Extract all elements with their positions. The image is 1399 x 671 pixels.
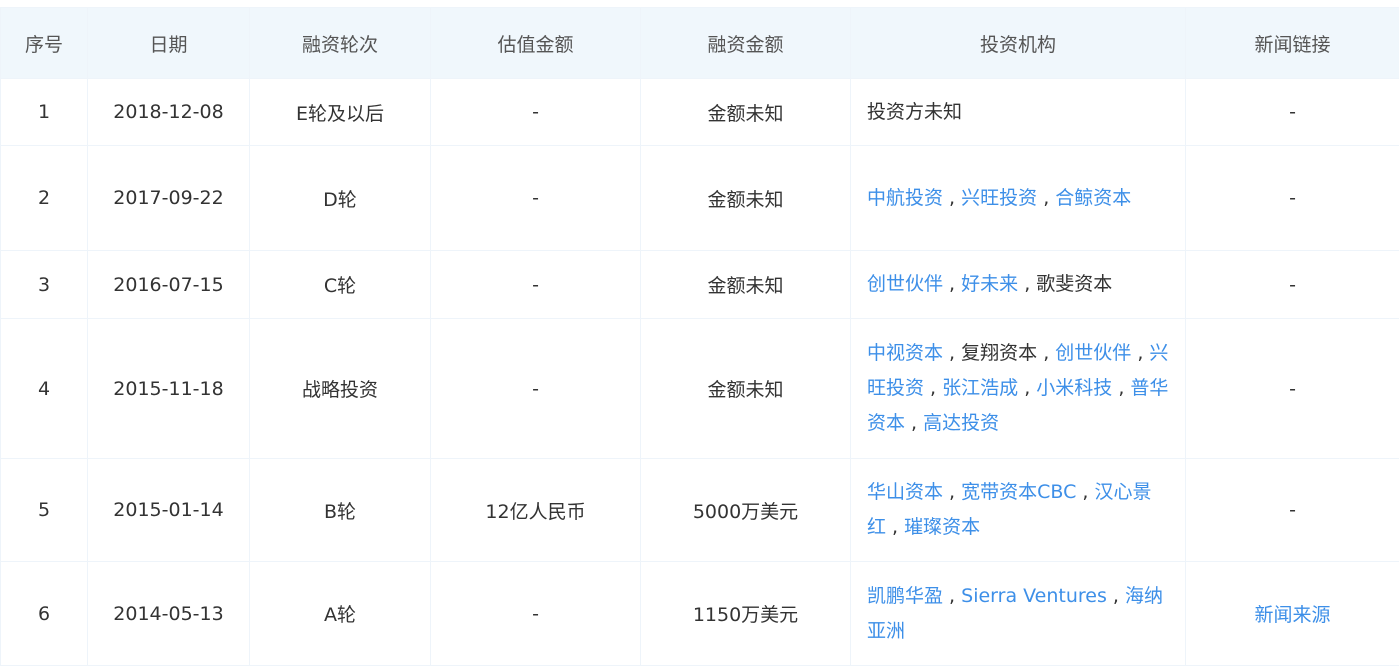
investor-link[interactable]: 宽带资本CBC bbox=[961, 481, 1076, 503]
separator: , bbox=[1037, 342, 1055, 364]
separator: , bbox=[1131, 342, 1149, 364]
row-round: 战略投资 bbox=[250, 319, 431, 459]
row-news: - bbox=[1186, 146, 1399, 251]
row-valuation: - bbox=[431, 319, 641, 459]
separator: , bbox=[943, 481, 961, 503]
row-news: 新闻来源 bbox=[1186, 562, 1399, 666]
row-valuation: - bbox=[431, 146, 641, 251]
row-valuation: - bbox=[431, 79, 641, 146]
row-date: 2016-07-15 bbox=[88, 251, 250, 319]
investor-link[interactable]: 小米科技 bbox=[1036, 377, 1112, 399]
row-investors: 中航投资 , 兴旺投资 , 合鲸资本 bbox=[851, 146, 1186, 251]
row-index: 5 bbox=[1, 459, 88, 562]
row-round: E轮及以后 bbox=[250, 79, 431, 146]
investor-link[interactable]: 璀璨资本 bbox=[904, 516, 980, 538]
row-date: 2014-05-13 bbox=[88, 562, 250, 666]
investor-link[interactable]: Sierra Ventures bbox=[961, 585, 1107, 607]
row-index: 2 bbox=[1, 146, 88, 251]
investor-link[interactable]: 好未来 bbox=[961, 273, 1018, 295]
investor-link[interactable]: 凯鹏华盈 bbox=[867, 585, 943, 607]
row-news: - bbox=[1186, 251, 1399, 319]
separator: , bbox=[905, 412, 923, 434]
investor-name: 歌斐资本 bbox=[1036, 273, 1112, 295]
separator: , bbox=[1037, 187, 1055, 209]
row-round: B轮 bbox=[250, 459, 431, 562]
header-news: 新闻链接 bbox=[1186, 8, 1399, 79]
separator: , bbox=[1112, 377, 1130, 399]
news-empty: - bbox=[1289, 274, 1296, 296]
separator: , bbox=[943, 273, 961, 295]
row-amount: 金额未知 bbox=[641, 319, 851, 459]
row-date: 2015-01-14 bbox=[88, 459, 250, 562]
row-date: 2017-09-22 bbox=[88, 146, 250, 251]
news-empty: - bbox=[1289, 499, 1296, 521]
row-valuation: - bbox=[431, 562, 641, 666]
row-investors: 华山资本 , 宽带资本CBC , 汉心景红 , 璀璨资本 bbox=[851, 459, 1186, 562]
row-index: 1 bbox=[1, 79, 88, 146]
investor-link[interactable]: 合鲸资本 bbox=[1055, 187, 1131, 209]
row-amount: 金额未知 bbox=[641, 146, 851, 251]
news-link[interactable]: 新闻来源 bbox=[1254, 604, 1330, 626]
row-amount: 5000万美元 bbox=[641, 459, 851, 562]
table-header-row: 序号 日期 融资轮次 估值金额 融资金额 投资机构 新闻链接 bbox=[1, 8, 1399, 79]
row-news: - bbox=[1186, 459, 1399, 562]
investor-name: 投资方未知 bbox=[867, 101, 962, 123]
separator: , bbox=[1018, 377, 1036, 399]
row-investors: 凯鹏华盈 , Sierra Ventures , 海纳亚洲 bbox=[851, 562, 1186, 666]
investor-link[interactable]: 高达投资 bbox=[923, 412, 999, 434]
news-empty: - bbox=[1289, 101, 1296, 123]
separator: , bbox=[943, 342, 961, 364]
investor-link[interactable]: 创世伙伴 bbox=[867, 273, 943, 295]
row-news: - bbox=[1186, 79, 1399, 146]
header-index: 序号 bbox=[1, 8, 88, 79]
row-valuation: 12亿人民币 bbox=[431, 459, 641, 562]
separator: , bbox=[1107, 585, 1125, 607]
investor-link[interactable]: 中航投资 bbox=[867, 187, 943, 209]
separator: , bbox=[943, 187, 961, 209]
separator: , bbox=[1018, 273, 1036, 295]
news-empty: - bbox=[1289, 378, 1296, 400]
row-round: C轮 bbox=[250, 251, 431, 319]
separator: , bbox=[886, 516, 904, 538]
row-investors: 中视资本 , 复翔资本 , 创世伙伴 , 兴旺投资 , 张江浩成 , 小米科技 … bbox=[851, 319, 1186, 459]
row-news: - bbox=[1186, 319, 1399, 459]
separator: , bbox=[924, 377, 942, 399]
news-empty: - bbox=[1289, 187, 1296, 209]
row-index: 6 bbox=[1, 562, 88, 666]
row-investors: 投资方未知 bbox=[851, 79, 1186, 146]
investor-link[interactable]: 兴旺投资 bbox=[961, 187, 1037, 209]
row-amount: 金额未知 bbox=[641, 79, 851, 146]
investor-link[interactable]: 中视资本 bbox=[867, 342, 943, 364]
row-investors: 创世伙伴 , 好未来 , 歌斐资本 bbox=[851, 251, 1186, 319]
investor-link[interactable]: 张江浩成 bbox=[942, 377, 1018, 399]
header-amount: 融资金额 bbox=[641, 8, 851, 79]
row-amount: 金额未知 bbox=[641, 251, 851, 319]
row-round: A轮 bbox=[250, 562, 431, 666]
investor-link[interactable]: 华山资本 bbox=[867, 481, 943, 503]
header-round: 融资轮次 bbox=[250, 8, 431, 79]
row-index: 3 bbox=[1, 251, 88, 319]
row-date: 2015-11-18 bbox=[88, 319, 250, 459]
separator: , bbox=[1076, 481, 1094, 503]
row-round: D轮 bbox=[250, 146, 431, 251]
header-date: 日期 bbox=[88, 8, 250, 79]
header-investors: 投资机构 bbox=[851, 8, 1186, 79]
row-date: 2018-12-08 bbox=[88, 79, 250, 146]
header-valuation: 估值金额 bbox=[431, 8, 641, 79]
row-valuation: - bbox=[431, 251, 641, 319]
row-amount: 1150万美元 bbox=[641, 562, 851, 666]
separator: , bbox=[943, 585, 961, 607]
row-index: 4 bbox=[1, 319, 88, 459]
investor-link[interactable]: 创世伙伴 bbox=[1055, 342, 1131, 364]
investor-name: 复翔资本 bbox=[961, 342, 1037, 364]
